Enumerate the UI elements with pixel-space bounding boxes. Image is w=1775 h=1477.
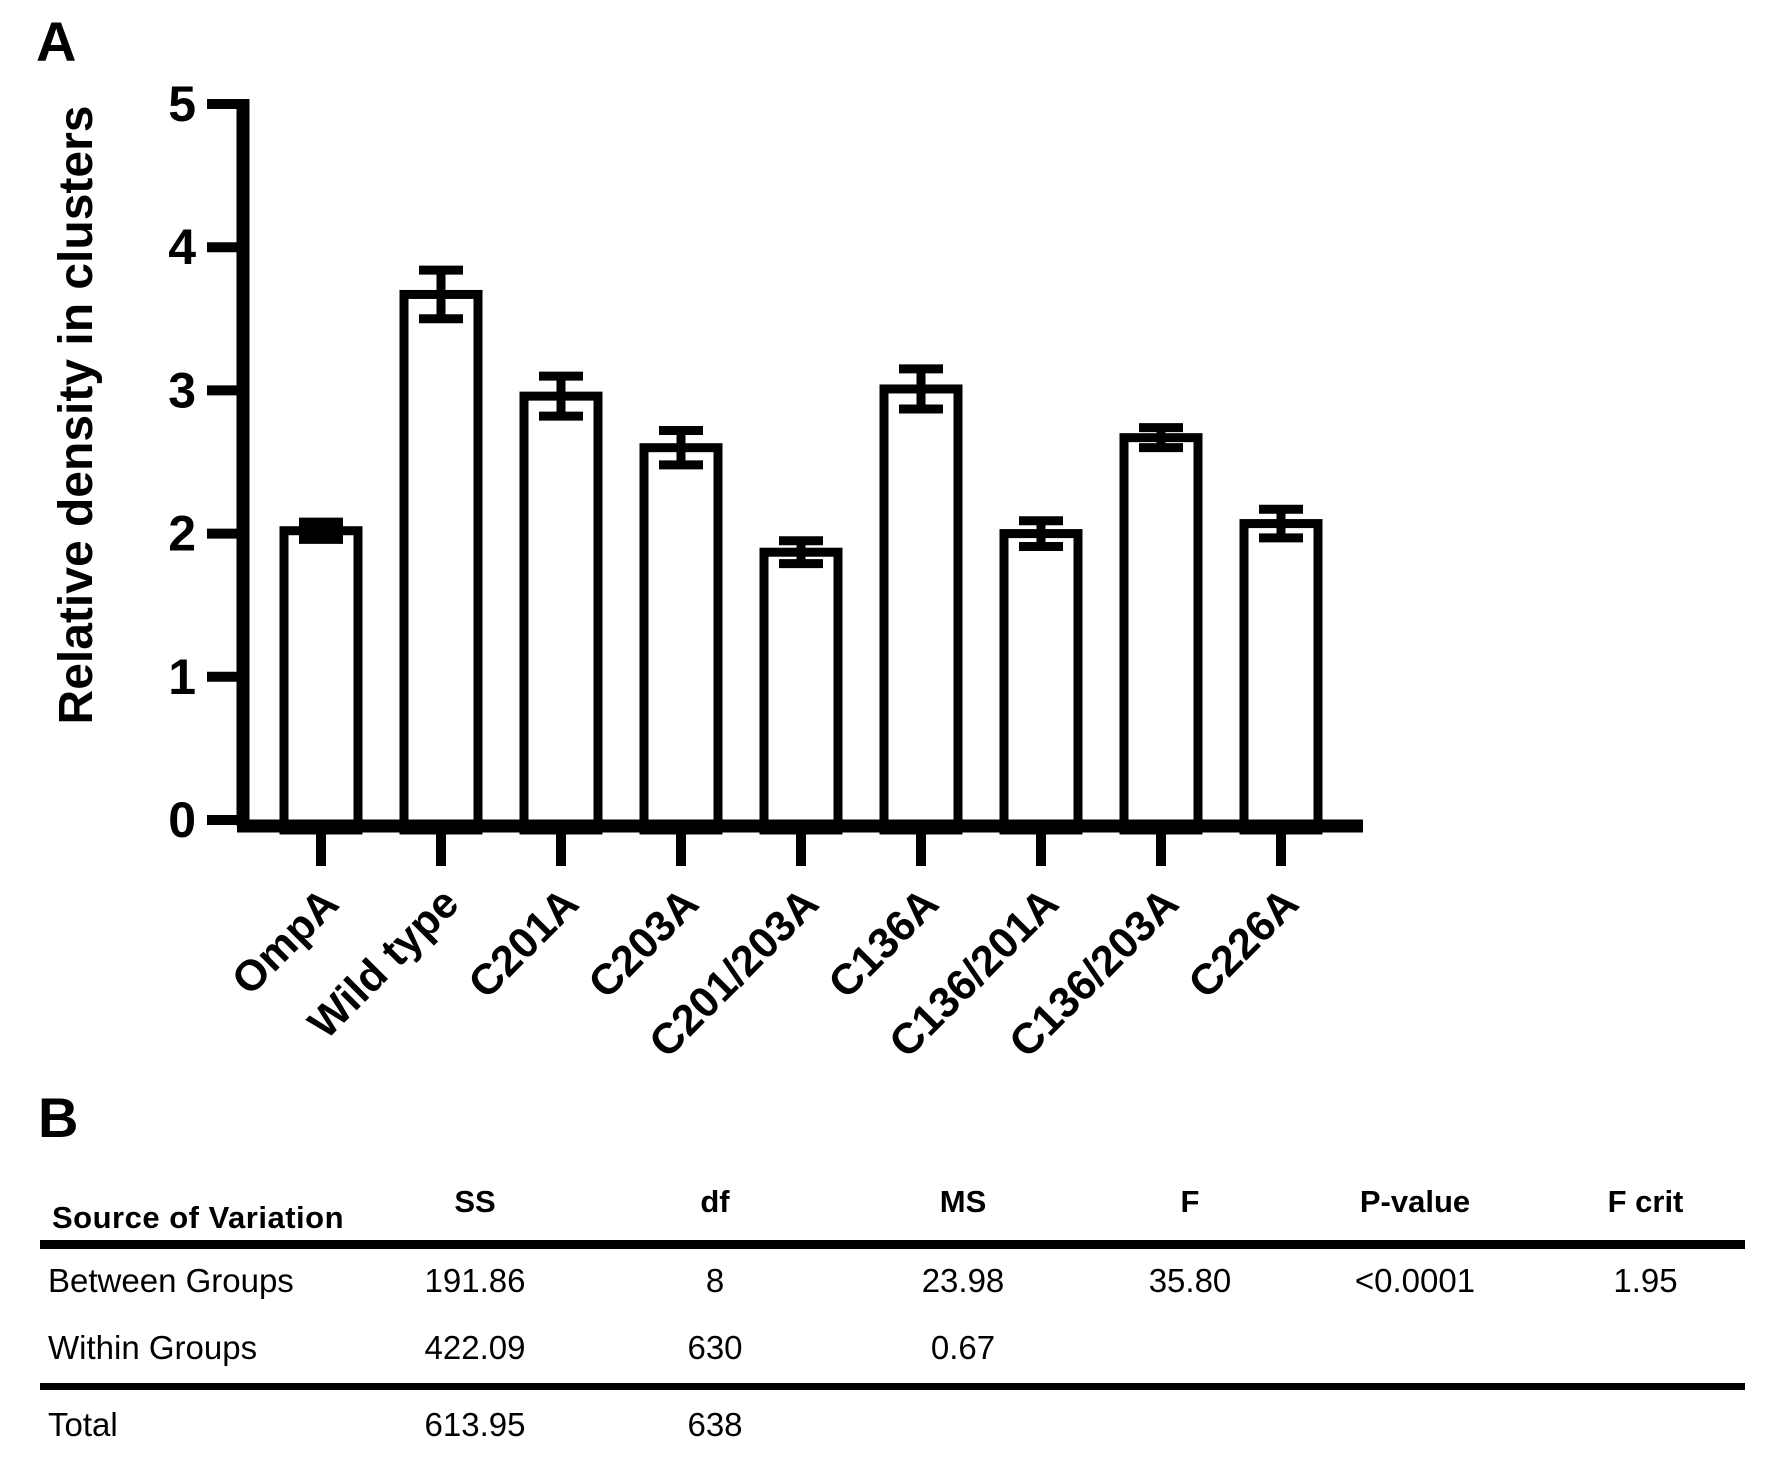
bar-7 xyxy=(1119,433,1203,835)
cell-source: Total xyxy=(48,1405,118,1443)
cell-df: 638 xyxy=(687,1405,743,1443)
bar-3 xyxy=(639,443,723,835)
panel-b-label: B xyxy=(38,1086,79,1149)
cell-source: Within Groups xyxy=(48,1328,258,1366)
cell-df: 630 xyxy=(687,1328,743,1366)
y-tick-label-5: 5 xyxy=(168,76,196,132)
cell-ss: 191.86 xyxy=(424,1261,526,1299)
y-tick-label-3: 3 xyxy=(168,362,196,418)
cell-fcrit: 1.95 xyxy=(1613,1261,1678,1299)
cell-ss: 422.09 xyxy=(424,1328,526,1366)
col-header-source: Source of Variation xyxy=(52,1200,345,1235)
col-header-ss: SS xyxy=(454,1184,496,1219)
col-header-f: F xyxy=(1180,1184,1200,1219)
cell-ms: 23.98 xyxy=(921,1261,1005,1299)
bar-8 xyxy=(1239,519,1323,835)
y-tick-label-1: 1 xyxy=(168,649,196,705)
col-header-pvalue: P-value xyxy=(1359,1184,1471,1219)
y-tick-label-2: 2 xyxy=(168,506,196,562)
anova-table: Source of Variation SS df MS F P-value F… xyxy=(40,1165,1745,1459)
col-header-ms: MS xyxy=(939,1184,987,1219)
bar-2 xyxy=(519,391,603,835)
bar-5 xyxy=(879,384,963,835)
y-axis-title: Relative density in clusters xyxy=(50,106,103,725)
x-tick-label-2: C201A xyxy=(459,879,588,1008)
y-tick-label-4: 4 xyxy=(168,219,196,275)
bar-6 xyxy=(999,529,1083,835)
cell-f: 35.80 xyxy=(1148,1261,1232,1299)
table-row-within-groups: Within Groups 422.09 630 0.67 xyxy=(40,1312,1745,1383)
y-tick-label-0: 0 xyxy=(168,792,196,848)
cell-pvalue: <0.0001 xyxy=(1354,1261,1476,1299)
bar-4 xyxy=(759,547,843,835)
panel-a-label: A xyxy=(36,10,77,73)
bar-0 xyxy=(279,526,363,835)
anova-header-row: Source of Variation SS df MS F P-value F… xyxy=(40,1165,1745,1240)
cell-df: 8 xyxy=(705,1261,725,1299)
cell-source: Between Groups xyxy=(48,1261,294,1299)
col-header-df: df xyxy=(700,1184,730,1219)
bar-1 xyxy=(399,289,483,835)
cell-ss: 613.95 xyxy=(424,1405,526,1443)
table-rule-total xyxy=(40,1383,1745,1390)
col-header-fcrit: F crit xyxy=(1607,1184,1684,1219)
cell-ms: 0.67 xyxy=(930,1328,996,1366)
table-row-total: Total 613.95 638 xyxy=(40,1390,1745,1459)
table-rule-header xyxy=(40,1240,1745,1249)
table-row-between-groups: Between Groups 191.86 8 23.98 35.80 <0.0… xyxy=(40,1249,1745,1312)
x-tick-label-8: C226A xyxy=(1179,879,1308,1008)
